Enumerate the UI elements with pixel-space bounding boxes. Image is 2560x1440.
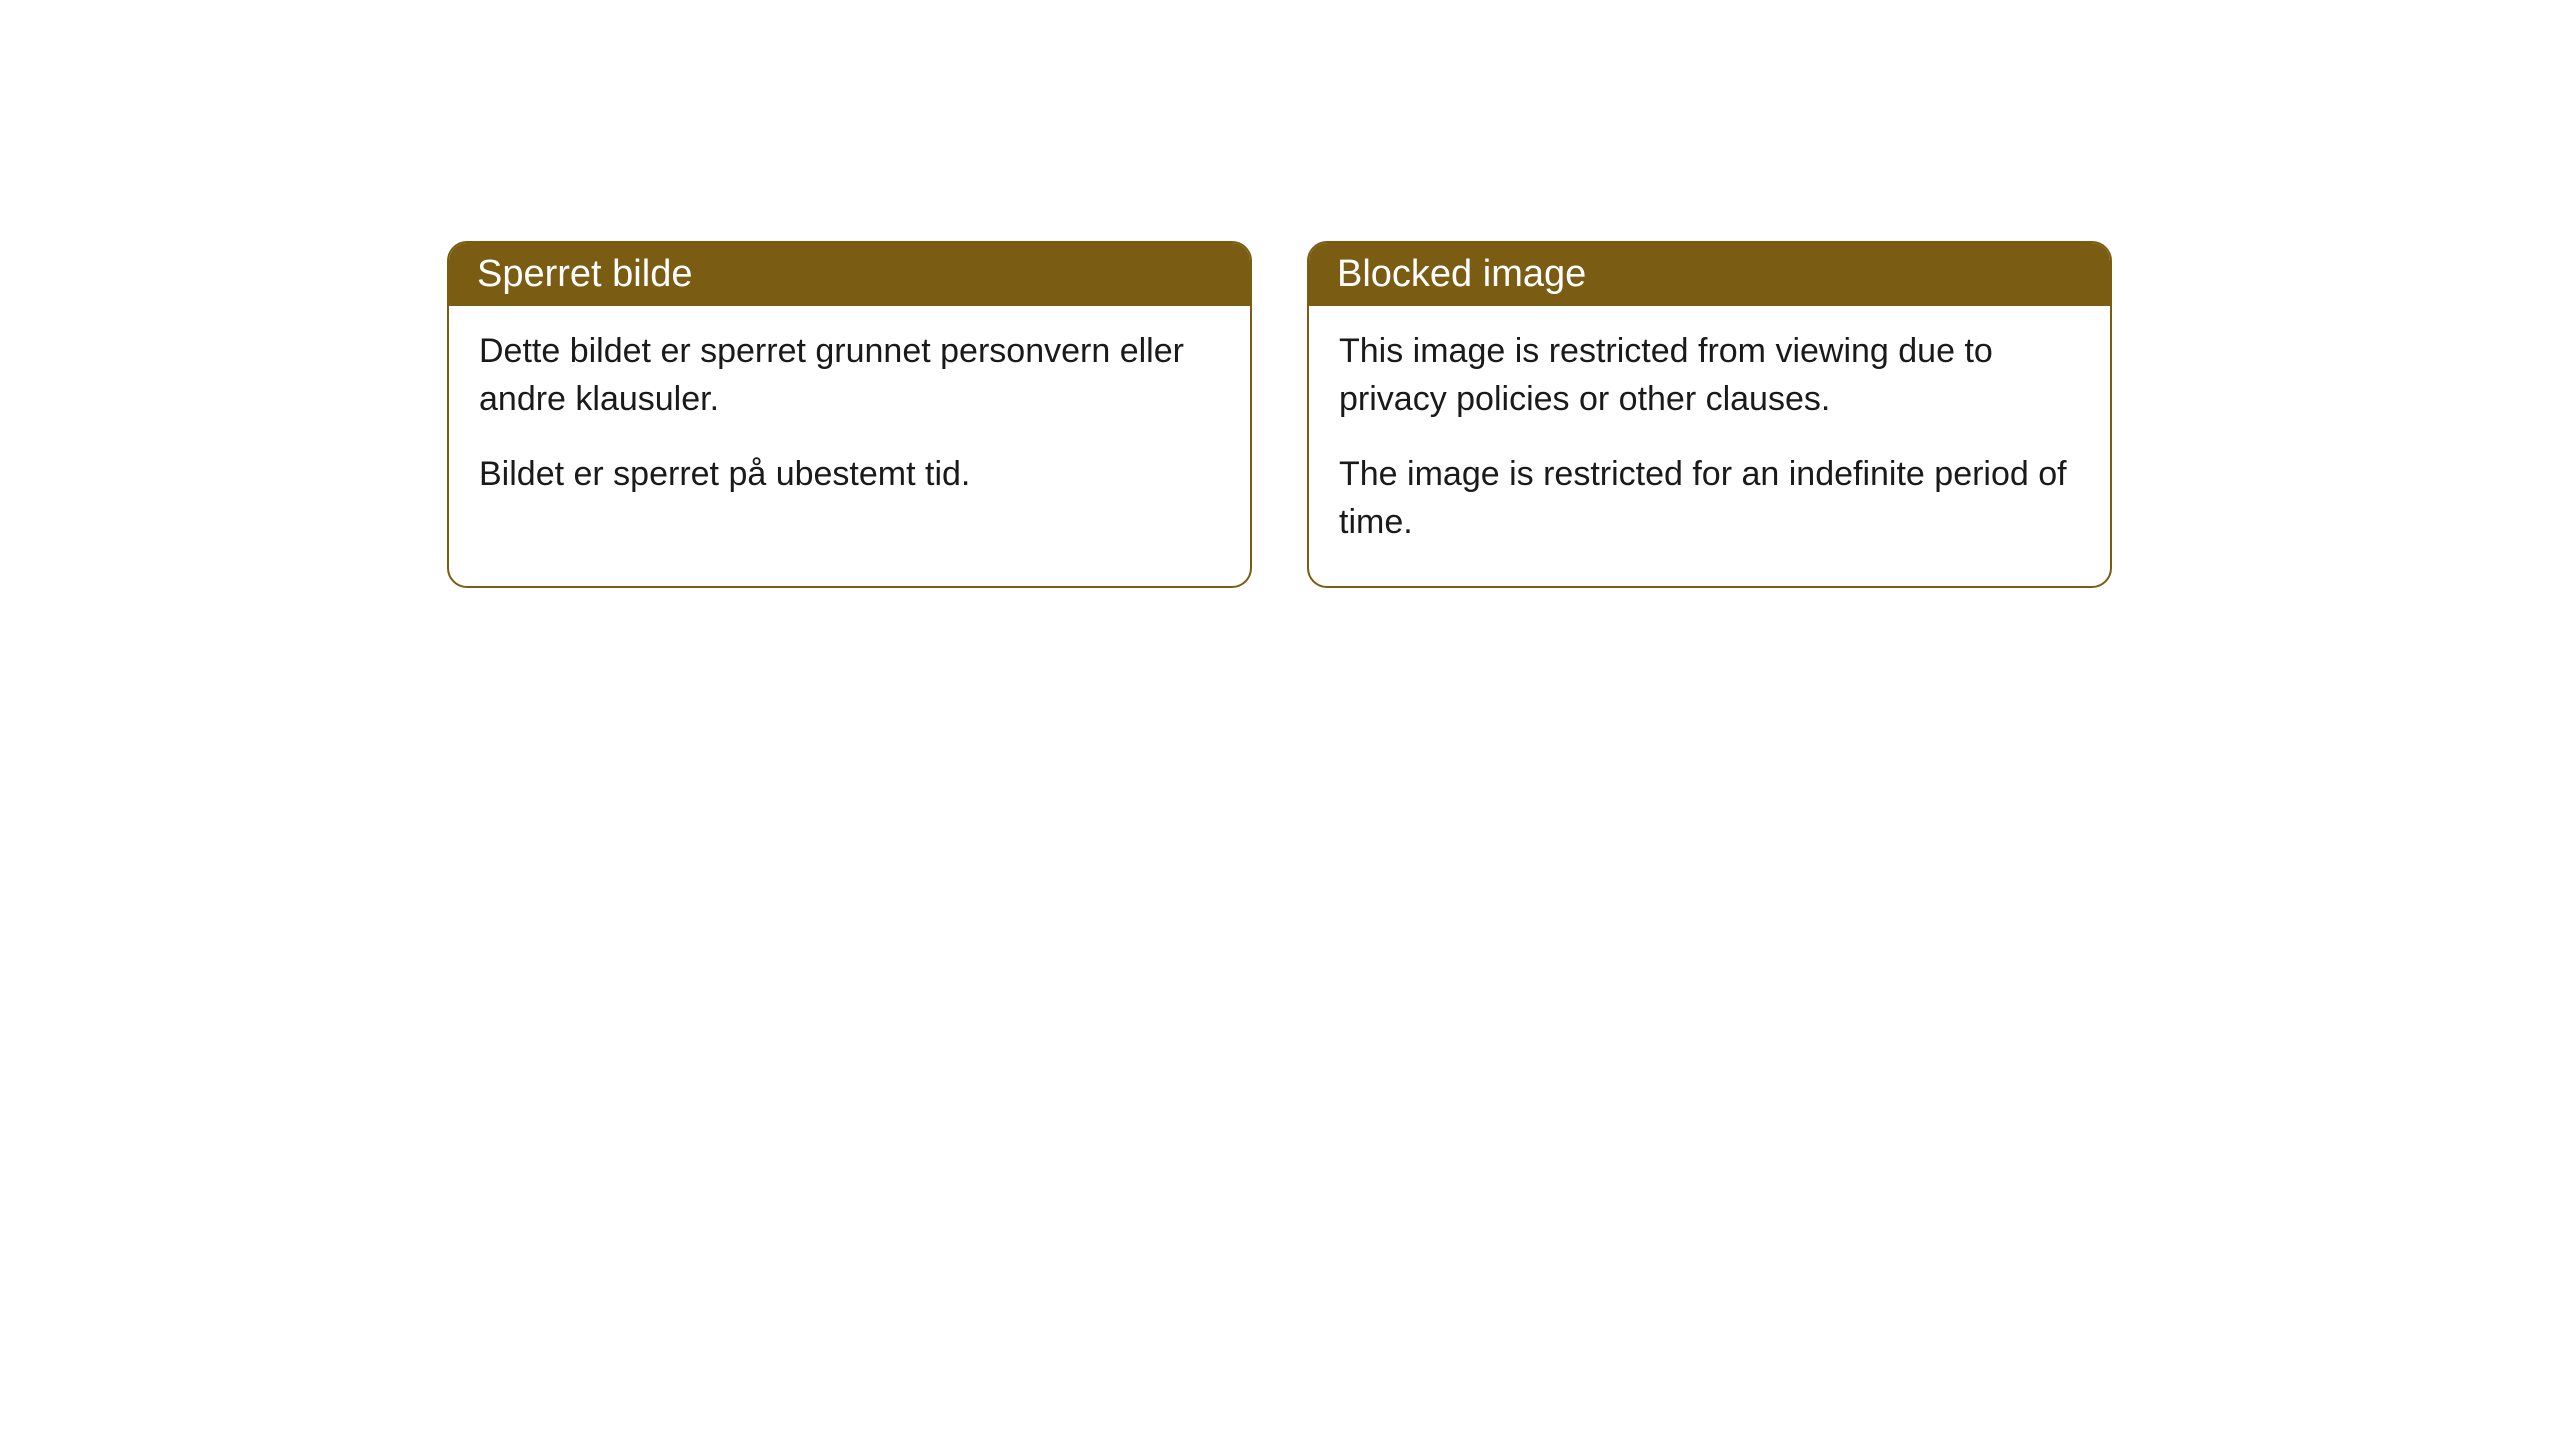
- card-header-english: Blocked image: [1309, 243, 2110, 306]
- card-english: Blocked image This image is restricted f…: [1307, 241, 2112, 588]
- card-paragraph-2: Bildet er sperret på ubestemt tid.: [479, 451, 1220, 499]
- card-body-english: This image is restricted from viewing du…: [1309, 306, 2110, 586]
- card-body-norwegian: Dette bildet er sperret grunnet personve…: [449, 306, 1250, 539]
- card-header-norwegian: Sperret bilde: [449, 243, 1250, 306]
- card-norwegian: Sperret bilde Dette bildet er sperret gr…: [447, 241, 1252, 588]
- card-paragraph-1: Dette bildet er sperret grunnet personve…: [479, 328, 1220, 423]
- card-paragraph-2: The image is restricted for an indefinit…: [1339, 451, 2080, 546]
- cards-container: Sperret bilde Dette bildet er sperret gr…: [447, 241, 2112, 588]
- card-paragraph-1: This image is restricted from viewing du…: [1339, 328, 2080, 423]
